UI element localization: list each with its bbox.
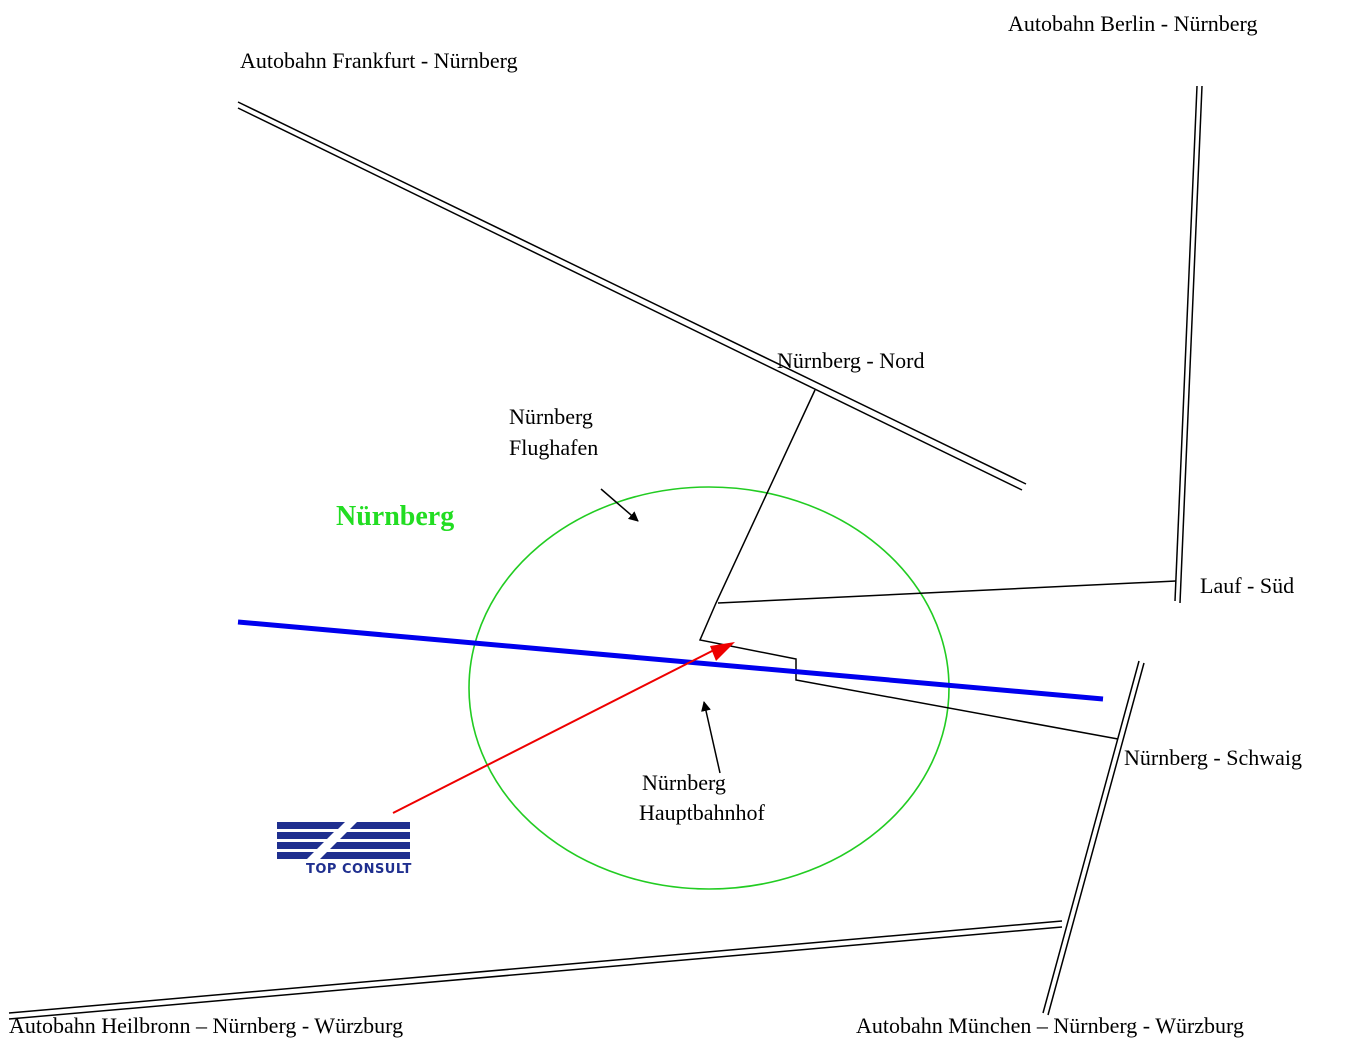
road-from-nord: [698, 389, 1119, 740]
autobahn-berlin-road: [1174, 85, 1203, 604]
hauptbahnhof-label-line2: Hauptbahnhof: [639, 800, 765, 825]
city-circle: [468, 486, 950, 890]
autobahn-muenchen-road: [1042, 660, 1145, 1016]
flughafen-label-line1: Nürnberg: [509, 404, 593, 429]
rail-line: [237, 619, 1104, 702]
autobahn-heilbronn-road: [8, 920, 1063, 1020]
nuernberg-nord-label: Nürnberg - Nord: [777, 348, 925, 373]
route-arrowhead: [710, 642, 735, 661]
top-consult-logo-graphic: [277, 822, 410, 859]
autobahn-muenchen-label: Autobahn München – Nürnberg - Würzburg: [856, 1013, 1244, 1038]
autobahn-frankfurt-road: [237, 101, 1027, 491]
autobahn-heilbronn-label: Autobahn Heilbronn – Nürnberg - Würzburg: [9, 1013, 404, 1038]
autobahn-frankfurt-label: Autobahn Frankfurt - Nürnberg: [240, 48, 518, 73]
road-to-lauf-sued: [717, 580, 1177, 604]
nuernberg-schwaig-label: Nürnberg - Schwaig: [1124, 745, 1302, 770]
city-label: Nürnberg: [336, 501, 455, 532]
route-arrow-line: [392, 648, 717, 814]
flughafen-label-line2: Flughafen: [509, 435, 599, 460]
hauptbahnhof-pointer-arrow: [701, 701, 721, 774]
flughafen-pointer-arrow: [600, 488, 639, 522]
hauptbahnhof-label-line1: Nürnberg: [642, 770, 726, 795]
top-consult-logo-text: TOP CONSULT: [306, 862, 412, 877]
lauf-sued-label: Lauf - Süd: [1200, 573, 1295, 598]
autobahn-berlin-label: Autobahn Berlin - Nürnberg: [1008, 11, 1258, 36]
